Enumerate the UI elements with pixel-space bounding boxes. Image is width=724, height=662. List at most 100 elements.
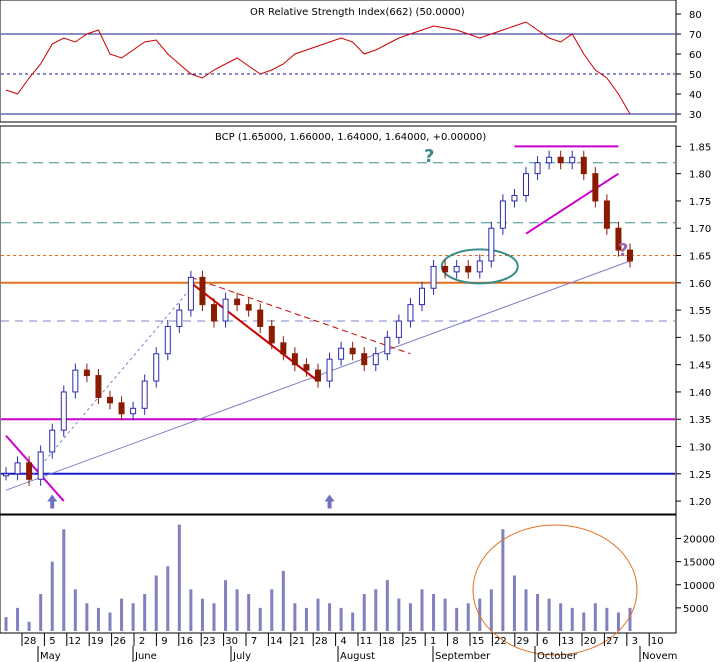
x-tick-label: 22 — [494, 636, 507, 647]
volume-bar — [339, 607, 343, 631]
x-tick-label: 28 — [24, 636, 37, 647]
candle-body — [511, 194, 518, 202]
volume-bar — [478, 598, 482, 631]
x-tick-label: 25 — [404, 636, 417, 647]
volume-bar — [27, 621, 31, 631]
volume-bar — [501, 529, 505, 631]
volume-bar — [143, 594, 147, 631]
question-mark-top: ? — [424, 146, 434, 167]
candle-body — [592, 173, 599, 202]
candle-body — [153, 353, 160, 382]
month-label: June — [134, 651, 157, 662]
volume-bar — [235, 589, 239, 631]
volume-bar — [582, 612, 586, 631]
x-tick-label: 13 — [561, 636, 574, 647]
volume-bar — [189, 589, 193, 631]
rsi-panel-frame — [0, 0, 677, 123]
x-tick-label: 12 — [68, 636, 81, 647]
candle-body — [37, 451, 44, 480]
candle-body — [384, 336, 391, 355]
volume-bar — [50, 561, 54, 631]
x-tick-label: 26 — [113, 636, 126, 647]
volume-bar — [200, 598, 204, 631]
rsi-layer — [1, 21, 675, 115]
volume-bar — [96, 607, 100, 631]
x-tick-label: 29 — [516, 636, 529, 647]
volume-bar — [443, 598, 447, 631]
candle-body — [361, 353, 368, 366]
rsi-line — [5, 21, 631, 115]
x-tick-label: 19 — [91, 636, 104, 647]
volume-bar — [512, 575, 516, 631]
volume-bar — [408, 603, 412, 631]
x-tick-label: 8 — [452, 636, 458, 647]
price-tick-label: 1.50 — [689, 333, 711, 344]
volume-bar — [570, 607, 574, 631]
volume-bar — [420, 589, 424, 631]
price-tick-label: 1.60 — [689, 279, 711, 290]
volume-bar — [466, 603, 470, 631]
candle-body — [315, 369, 321, 382]
x-tick-label: 15 — [472, 636, 485, 647]
volume-bar — [281, 570, 285, 631]
volume-bar — [247, 594, 251, 631]
candle-body — [141, 380, 148, 409]
x-tick-label: 21 — [292, 636, 305, 647]
volume-bar — [559, 603, 563, 631]
volume-bar — [39, 594, 43, 631]
volume-bar — [316, 598, 320, 631]
x-tick-label: 1 — [430, 636, 436, 647]
volume-bar — [432, 594, 436, 631]
x-tick-label: 9 — [161, 636, 167, 647]
volume-bar — [593, 603, 597, 631]
volume-bar — [616, 612, 620, 631]
candle-body — [164, 325, 171, 355]
volume-bar — [397, 598, 401, 631]
candle-body — [72, 369, 79, 393]
volume-tick-label: 20000 — [683, 535, 715, 546]
candle-body — [546, 156, 553, 164]
x-tick-label: 3 — [632, 636, 638, 647]
candle-body — [187, 276, 194, 311]
candle-body — [280, 342, 287, 355]
volume-tick-label: 10000 — [683, 581, 715, 592]
volume-bar — [304, 607, 308, 631]
volume-ellipse — [472, 524, 638, 656]
volume-bar — [85, 603, 89, 631]
up-arrow-icon-1 — [324, 494, 335, 509]
month-label: October — [537, 651, 578, 662]
x-tick-label: 28 — [315, 636, 328, 647]
x-tick-label: 4 — [340, 636, 346, 647]
candle-body — [627, 249, 633, 262]
volume-bar — [270, 589, 274, 631]
volume-tick-label: 15000 — [683, 558, 715, 569]
candle-body — [453, 265, 460, 273]
candle-body — [580, 156, 587, 175]
candle-body — [326, 358, 333, 382]
candle-body — [14, 462, 21, 475]
x-tick-label: 11 — [360, 636, 373, 647]
volume-bar — [293, 603, 297, 631]
volume-bar — [62, 529, 66, 631]
early-downtrend-line — [5, 434, 65, 502]
month-label: Novem — [642, 651, 677, 662]
price-tick-label: 1.45 — [689, 361, 711, 372]
price-tick-label: 1.25 — [689, 470, 711, 481]
candle-body — [26, 462, 33, 480]
candle-body — [395, 320, 402, 338]
candle-body — [349, 347, 356, 355]
question-mark-right: ? — [618, 240, 628, 261]
volume-bar — [374, 589, 378, 631]
volume-bar — [166, 566, 170, 631]
volume-bar — [224, 580, 228, 631]
volume-tick-label: 5000 — [683, 604, 708, 615]
candle-body — [338, 347, 345, 360]
candle-body — [95, 375, 102, 398]
candle-body — [476, 260, 483, 273]
x-tick-label: 20 — [584, 636, 597, 647]
month-label: September — [435, 651, 491, 662]
volume-bar — [120, 598, 124, 631]
candle-body — [523, 173, 529, 196]
candle-body — [488, 227, 495, 262]
candle-body — [407, 304, 414, 322]
